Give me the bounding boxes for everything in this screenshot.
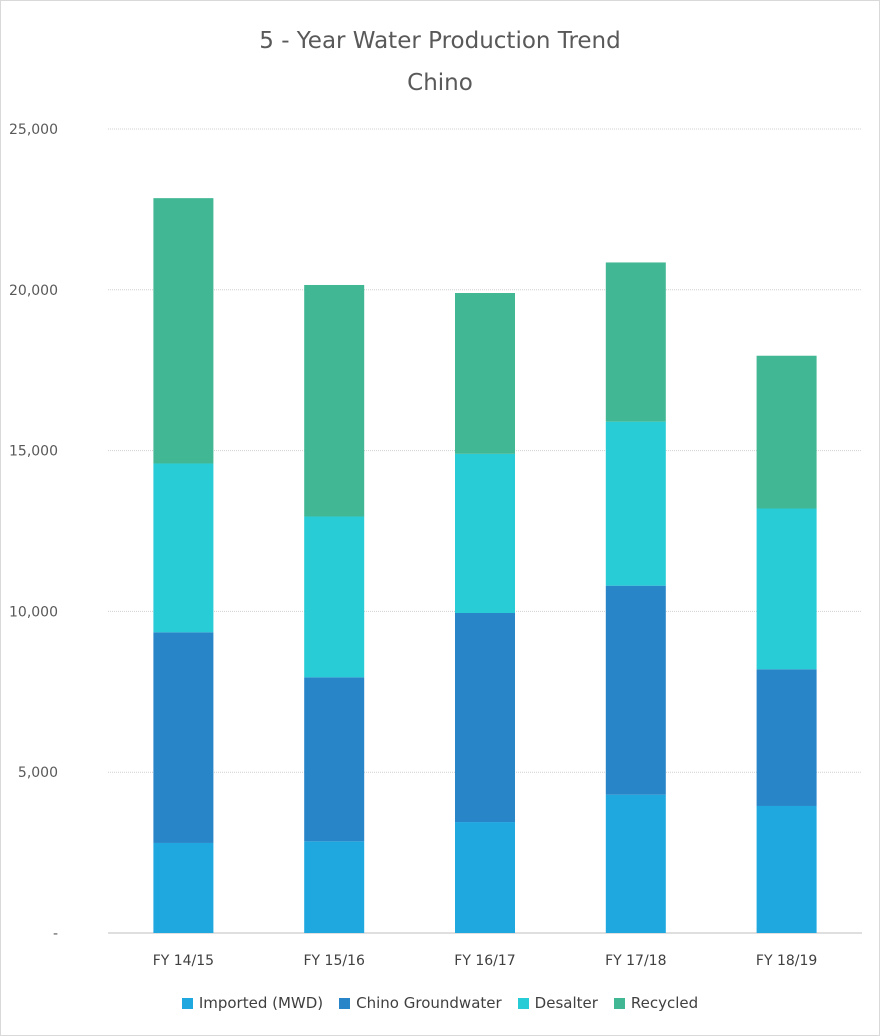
bar-segment xyxy=(605,421,666,586)
legend-item: Desalter xyxy=(517,994,598,1012)
bar-segment xyxy=(304,516,365,678)
chart-subtitle: Chino xyxy=(407,70,473,96)
bar-segment xyxy=(455,293,515,454)
x-tick-label: FY 15/16 xyxy=(303,953,364,969)
bar-segment xyxy=(605,585,666,795)
bar-segment xyxy=(304,677,365,842)
legend-swatch xyxy=(517,997,529,1009)
x-tick-label: FY 18/19 xyxy=(756,953,817,969)
legend-item: Chino Groundwater xyxy=(339,994,502,1012)
y-tick-label: 15,000 xyxy=(9,444,58,460)
bar-segment xyxy=(153,632,214,843)
chart-title: 5 - Year Water Production Trend xyxy=(259,28,621,54)
y-tick-label: 10,000 xyxy=(9,604,58,620)
x-tick-label: FY 17/18 xyxy=(605,953,666,969)
legend: Imported (MWD) Chino Groundwater Desalter R… xyxy=(0,994,880,1012)
bar-segment xyxy=(756,355,817,509)
legend-item: Imported (MWD) xyxy=(181,994,324,1012)
bar-segment xyxy=(756,508,817,670)
bar-segment xyxy=(304,284,365,517)
y-tick-label: - xyxy=(53,926,58,942)
legend-label: Desalter xyxy=(534,994,598,1012)
legend-swatch xyxy=(613,997,625,1009)
legend-label: Chino Groundwater xyxy=(356,994,502,1012)
bar-segment xyxy=(756,669,817,806)
legend-label: Imported (MWD) xyxy=(198,994,324,1012)
x-tick-label: FY 14/15 xyxy=(153,953,214,969)
legend-swatch xyxy=(339,997,351,1009)
bar-segment xyxy=(605,794,666,933)
y-tick-label: 20,000 xyxy=(9,283,58,299)
y-tick-label: 25,000 xyxy=(9,122,58,138)
bar-segment xyxy=(455,822,515,933)
bar-segment xyxy=(605,262,666,422)
bar-segment xyxy=(153,463,214,633)
bar-segment xyxy=(455,453,515,614)
bar-segment xyxy=(455,613,515,823)
bar-segment xyxy=(304,841,365,933)
y-tick-label: 5,000 xyxy=(18,765,58,781)
legend-label: Recycled xyxy=(630,994,699,1012)
legend-swatch xyxy=(181,997,193,1009)
bar-segment xyxy=(153,198,214,464)
x-tick-label: FY 16/17 xyxy=(454,953,515,969)
legend-item: Recycled xyxy=(613,994,699,1012)
bar-segment xyxy=(153,842,214,933)
bar-segment xyxy=(756,805,817,933)
